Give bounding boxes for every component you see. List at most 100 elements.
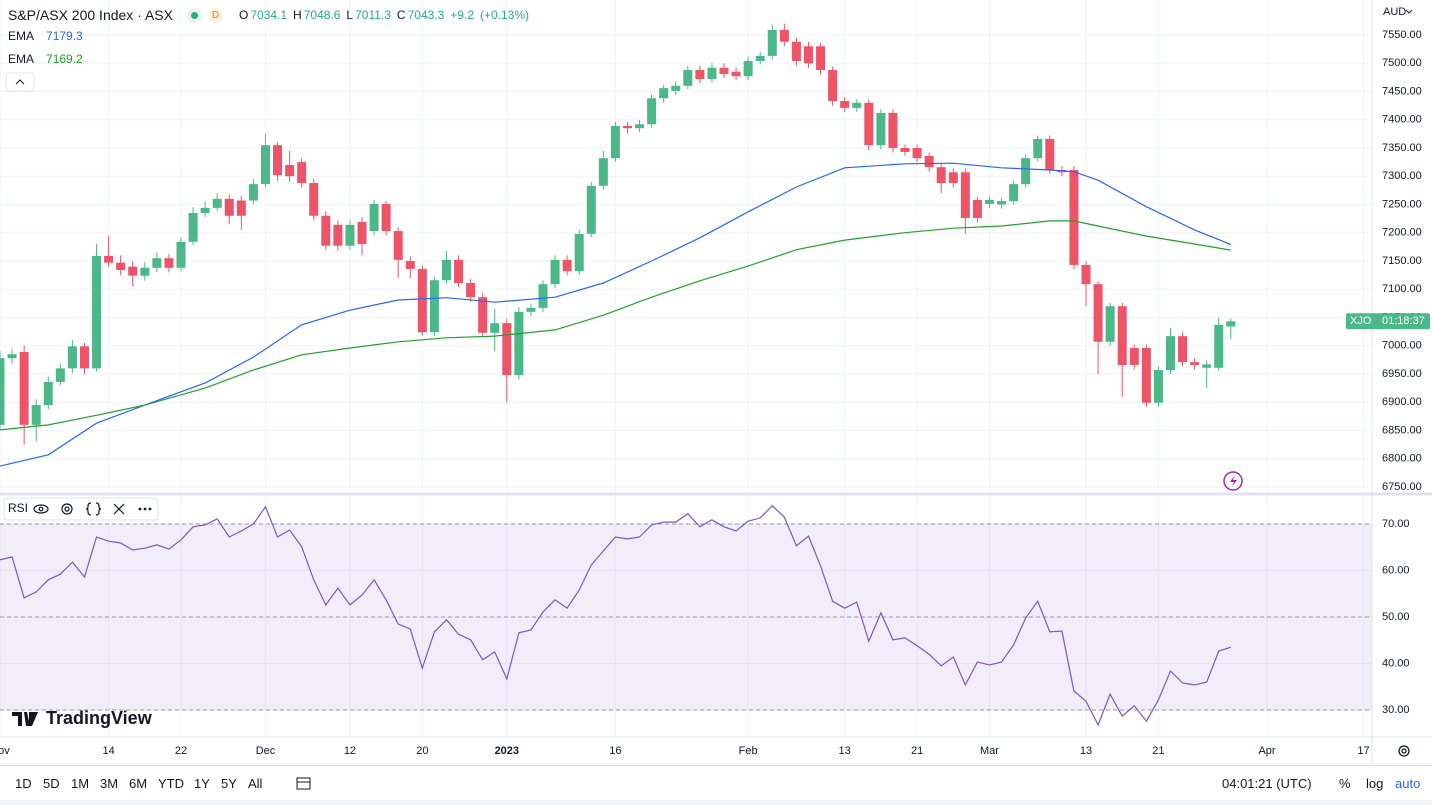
x-tick-label: Nov — [0, 745, 10, 757]
range-button[interactable]: All — [248, 776, 263, 791]
candle-body — [707, 67, 717, 80]
candle-body — [164, 258, 174, 268]
settings-icon[interactable] — [1398, 745, 1410, 757]
candle-body — [152, 258, 162, 268]
candle-body — [429, 280, 439, 333]
candle-body — [441, 259, 451, 281]
ohlc-value: 7043.3 — [407, 8, 445, 22]
candle-body — [1105, 306, 1115, 342]
candle-body — [454, 259, 464, 284]
x-tick-label: 17 — [1357, 745, 1369, 757]
y-tick-label: 6750.00 — [1382, 481, 1422, 493]
candle-body — [1033, 138, 1043, 159]
candle-body — [538, 284, 548, 308]
y-tick-label: 7250.00 — [1382, 198, 1422, 210]
x-tick-label: 22 — [175, 745, 187, 757]
candle-body — [140, 267, 150, 276]
candle-body — [803, 46, 813, 64]
candle-body — [490, 323, 500, 333]
candle-body — [900, 147, 910, 152]
y-tick-label: 6800.00 — [1382, 453, 1422, 465]
candle-body — [1093, 284, 1103, 342]
candle-body — [997, 201, 1007, 205]
candle-body — [92, 255, 102, 369]
candle-body — [647, 98, 657, 125]
candle-body — [695, 70, 705, 80]
candle-body — [610, 125, 620, 159]
x-tick-label: 16 — [609, 745, 621, 757]
candle-body — [671, 85, 681, 91]
ohlc-letter: H — [293, 8, 302, 22]
price-tag-symbol: XJO — [1350, 315, 1372, 327]
x-tick-label: 14 — [102, 745, 114, 757]
ohlc-value: 7034.1 — [250, 8, 288, 22]
range-button[interactable]: 3M — [100, 776, 119, 791]
x-tick-label: 21 — [1152, 745, 1164, 757]
brand-logo: TradingView — [12, 708, 153, 728]
candle-body — [297, 162, 307, 184]
candle-body — [224, 198, 234, 216]
range-button[interactable]: 6M — [129, 776, 148, 791]
candle-body — [1226, 321, 1236, 327]
scale-option[interactable]: auto — [1395, 776, 1421, 791]
candle-body — [1202, 364, 1212, 368]
candle-body — [840, 101, 850, 108]
ema-value: 7179.3 — [46, 29, 83, 43]
candle-body — [345, 224, 355, 246]
scale-option[interactable]: log — [1366, 776, 1384, 791]
candle-body — [309, 183, 319, 216]
ema-name: EMA — [8, 29, 35, 43]
candle-body — [514, 311, 524, 376]
candle-body — [743, 60, 753, 77]
candle-body — [502, 323, 512, 376]
candle-body — [116, 262, 126, 271]
candle-body — [888, 112, 898, 148]
candle-body — [200, 207, 210, 213]
change: +9.2 — [450, 8, 474, 22]
compare-icon[interactable] — [294, 774, 314, 794]
y-tick-label: 70.00 — [1382, 518, 1410, 530]
ohlc: O 7034.1 H 7048.6 L 7011.3 C 7043.3 +9.2 (+0.13%) — [239, 8, 529, 22]
candle-body — [128, 266, 138, 276]
y-tick-label: 7350.00 — [1382, 142, 1422, 154]
ohlc-letter: C — [396, 8, 406, 22]
range-button[interactable]: YTD — [158, 776, 184, 791]
rsi-icons[interactable] — [33, 502, 125, 516]
y-tick-label: 6850.00 — [1382, 424, 1422, 436]
range-button[interactable]: 1M — [71, 776, 90, 791]
y-tick-label: 7100.00 — [1382, 283, 1422, 295]
candle-body — [369, 203, 379, 232]
candle-body — [1153, 370, 1163, 403]
range-button[interactable]: 1D — [15, 776, 32, 791]
candle-body — [248, 184, 258, 201]
range-button[interactable]: 5D — [43, 776, 60, 791]
x-tick-label: 2023 — [495, 745, 519, 757]
candle-body — [948, 172, 958, 184]
rsi-more[interactable] — [138, 507, 152, 511]
currency[interactable]: AUD — [1383, 6, 1406, 18]
candle-body — [260, 145, 270, 185]
collapse-button[interactable] — [5, 72, 35, 92]
symbol-row: S&P/ASX 200 Index · ASX D O 7034.1 H 7048.6… — [8, 7, 529, 23]
x-tick-label: Feb — [739, 745, 758, 757]
event-icon[interactable] — [1223, 471, 1243, 491]
candle-body — [864, 102, 874, 146]
candle-body — [912, 147, 922, 159]
candle-body — [188, 212, 198, 242]
currency-chevron — [1405, 9, 1413, 14]
range-button[interactable]: 5Y — [221, 776, 237, 791]
scale-option[interactable]: % — [1339, 776, 1351, 791]
range-button[interactable]: 1Y — [194, 776, 210, 791]
candle-body — [212, 198, 222, 208]
candle-body — [176, 241, 186, 268]
candle-body — [550, 259, 560, 285]
price-tag-countdown: 01:18:37 — [1382, 315, 1425, 327]
y-tick-label: 6900.00 — [1382, 396, 1422, 408]
y-tick-label: 6950.00 — [1382, 368, 1422, 380]
x-tick-label: Apr — [1258, 745, 1275, 757]
candle-body — [0, 358, 5, 425]
candle-body — [972, 199, 982, 219]
candle-body — [417, 268, 427, 333]
ema-value: 7169.2 — [46, 52, 83, 66]
